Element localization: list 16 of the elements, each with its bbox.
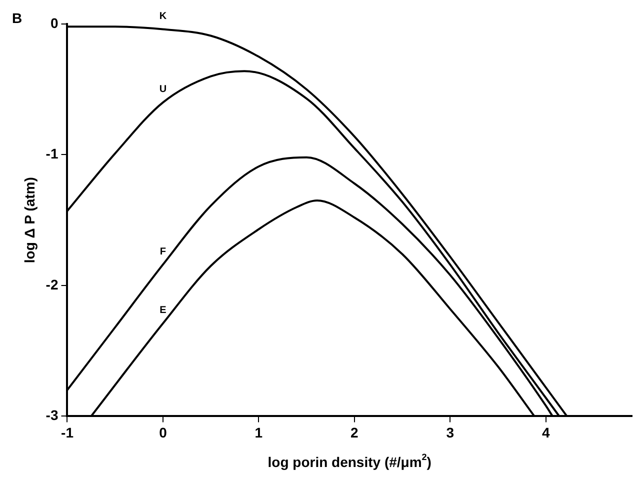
y-tick-label: 0 [50, 14, 58, 31]
y-tick-label: -2 [46, 276, 58, 292]
x-tick-label: 4 [542, 424, 550, 440]
series-label: F [160, 246, 166, 258]
x-tick-label: 0 [159, 424, 168, 440]
y-axis-title: log Δ P (atm) [21, 177, 38, 264]
x-tick-label: 1 [254, 424, 263, 440]
y-tick-label: -1 [46, 146, 58, 162]
series-label: E [160, 305, 167, 316]
x-tick-label: -1 [61, 424, 74, 440]
series-label: U [159, 84, 167, 96]
text: B [12, 10, 22, 26]
x-tick-label: 2 [350, 424, 359, 440]
y-tick-label: -3 [46, 407, 58, 424]
x-tick-label: 3 [446, 424, 454, 440]
series-label: K [159, 10, 168, 22]
